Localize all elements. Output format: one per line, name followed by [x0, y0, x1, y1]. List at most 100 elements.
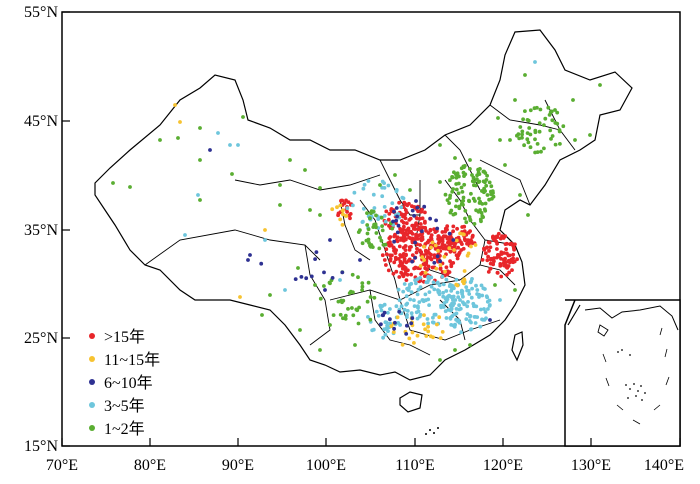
station-dot — [473, 243, 478, 247]
station-dot — [487, 298, 492, 303]
legend-swatch-3-5 — [89, 402, 95, 408]
station-dot — [418, 216, 422, 221]
station-dot — [351, 313, 356, 318]
station-dot — [248, 253, 252, 257]
station-dot — [466, 230, 471, 235]
station-dot — [422, 244, 426, 249]
station-dot — [384, 320, 389, 325]
station-dot — [466, 300, 470, 304]
station-dot — [313, 283, 317, 287]
station-dot — [322, 284, 326, 288]
station-dot — [477, 196, 481, 201]
station-dot — [488, 245, 493, 250]
station-dot — [501, 236, 506, 240]
station-dot — [418, 276, 422, 280]
station-dot — [518, 193, 522, 197]
station-dot — [336, 213, 340, 218]
station-dot — [263, 238, 267, 242]
station-dot — [288, 158, 292, 162]
station-dot — [383, 242, 388, 247]
station-dot — [434, 218, 438, 223]
station-dot — [525, 137, 530, 142]
station-dot — [513, 98, 517, 102]
station-dot — [528, 132, 533, 137]
station-dot — [533, 150, 537, 155]
legend: >15年 11~15年 6~10年 3~5年 1~2年 — [89, 328, 160, 438]
station-dot — [526, 140, 531, 145]
station-dot — [385, 325, 390, 330]
station-dot — [403, 208, 408, 212]
station-dot — [409, 290, 414, 294]
station-dot — [444, 289, 449, 293]
station-dot — [362, 182, 367, 187]
station-dot — [368, 216, 372, 221]
station-dot — [368, 295, 373, 299]
station-dot — [403, 216, 408, 221]
station-dot — [439, 245, 444, 250]
station-dot — [414, 310, 419, 315]
station-dot — [428, 256, 433, 261]
station-dot — [430, 320, 435, 325]
station-dot — [454, 277, 459, 282]
station-dot — [338, 203, 343, 208]
station-dot — [383, 219, 388, 224]
station-dot — [427, 251, 431, 256]
station-dot — [555, 110, 560, 115]
station-dot — [341, 212, 345, 217]
station-dot — [436, 248, 440, 253]
station-dot — [401, 289, 406, 294]
station-dot — [354, 307, 359, 312]
station-dot — [356, 321, 361, 326]
station-dot — [453, 156, 457, 160]
station-dot — [454, 307, 459, 311]
station-dot — [448, 196, 452, 200]
station-dot — [413, 240, 417, 245]
station-dot — [469, 295, 474, 300]
station-dot — [483, 180, 487, 185]
lon-tick-80: 80°E — [134, 457, 166, 474]
station-dot — [483, 189, 487, 193]
station-dot — [444, 316, 449, 320]
station-dot — [335, 205, 339, 210]
station-dot — [405, 272, 410, 277]
taiwan-island — [511, 331, 524, 362]
station-dot — [438, 180, 442, 184]
station-dot — [465, 312, 470, 316]
station-dot — [345, 210, 349, 214]
station-dot — [520, 135, 524, 140]
station-dot — [379, 215, 384, 220]
station-dot — [457, 174, 461, 179]
station-dot — [521, 117, 525, 122]
station-dot — [322, 270, 326, 275]
station-dot — [410, 253, 415, 257]
station-dot — [470, 286, 474, 291]
lon-tick-100: 100°E — [306, 457, 346, 474]
station-dot — [438, 266, 443, 271]
station-dot — [383, 332, 388, 337]
station-dot — [475, 177, 479, 182]
station-dot — [340, 223, 345, 227]
station-dot — [380, 228, 385, 233]
station-dot — [371, 192, 376, 197]
station-dot — [340, 208, 345, 213]
station-dot — [420, 298, 425, 302]
station-dot — [537, 121, 542, 125]
station-dot — [400, 195, 405, 200]
station-dot — [452, 248, 456, 252]
station-dot — [437, 315, 442, 320]
station-dot — [409, 272, 413, 277]
station-dot — [526, 213, 530, 217]
station-dot — [397, 309, 402, 314]
station-dot — [434, 266, 439, 271]
station-dot — [388, 307, 392, 311]
station-dot — [535, 142, 540, 146]
station-dot — [360, 288, 364, 292]
station-dot — [462, 164, 467, 168]
station-dot — [410, 330, 415, 335]
station-dot — [462, 224, 467, 229]
station-dot — [415, 216, 419, 221]
station-dot — [449, 295, 453, 299]
station-dot — [313, 257, 317, 261]
station-dot — [410, 259, 414, 264]
station-dot — [435, 226, 440, 231]
